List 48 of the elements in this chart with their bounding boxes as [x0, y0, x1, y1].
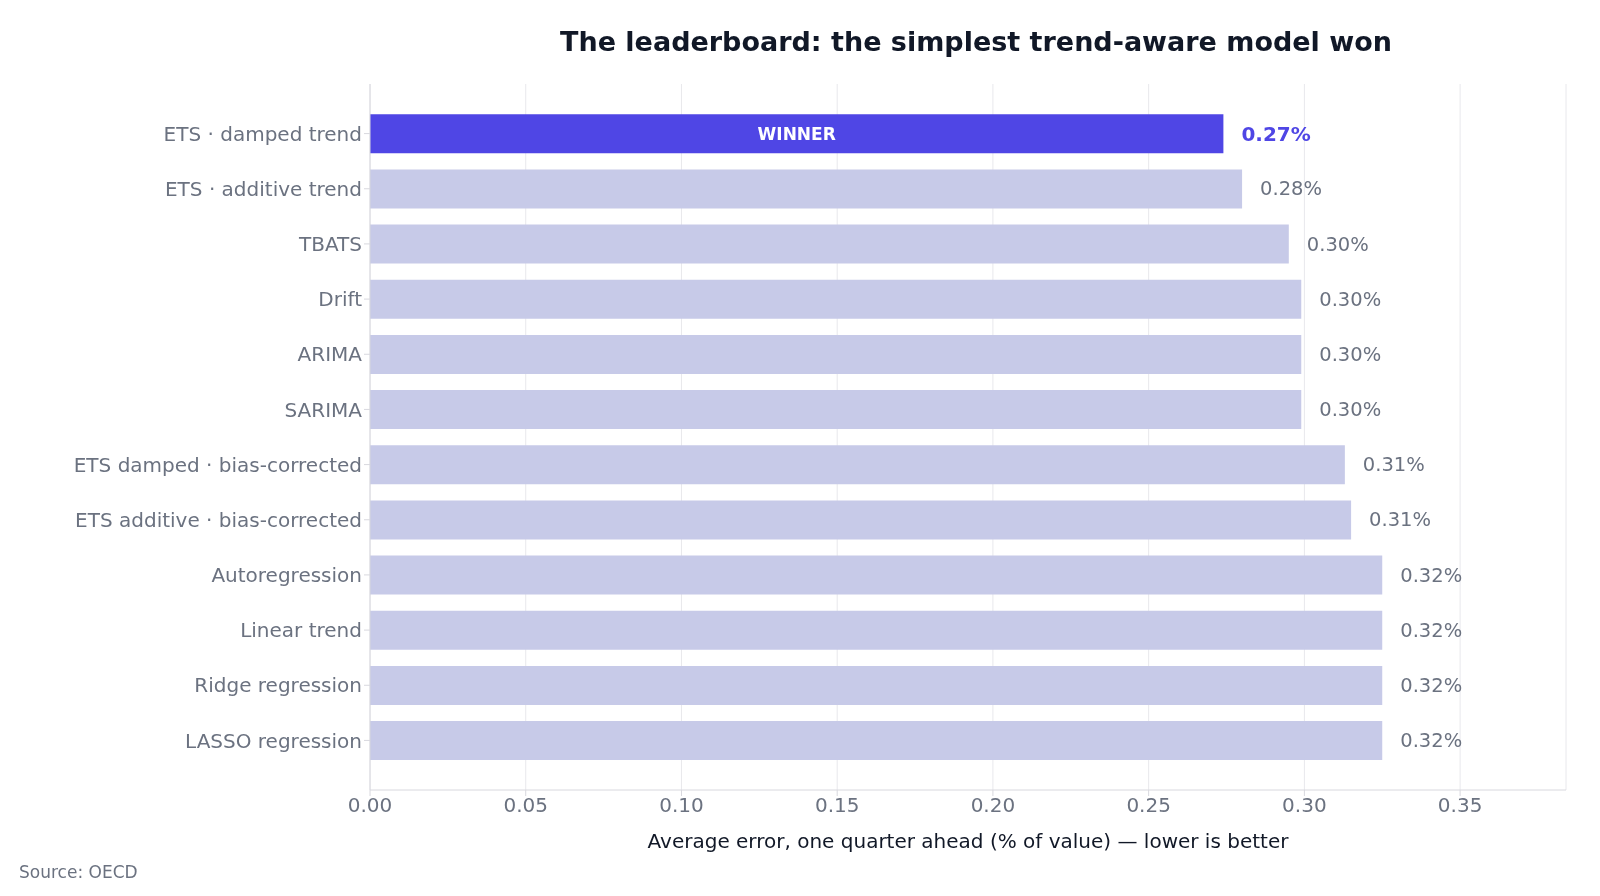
bar	[370, 390, 1302, 430]
x-tick-label: 0.10	[659, 793, 704, 818]
annotation: WINNER	[757, 123, 836, 144]
x-tick-label: 0.30	[1282, 793, 1327, 818]
data-label: 0.32%	[1400, 563, 1463, 587]
data-label: 0.32%	[1400, 618, 1463, 642]
y-tick-label: SARIMA	[284, 397, 363, 422]
y-tick-label: ARIMA	[297, 342, 363, 367]
data-label: 0.30%	[1319, 342, 1382, 366]
x-tick-label: 0.35	[1437, 793, 1483, 818]
bar	[370, 224, 1289, 264]
x-tick-label: 0.20	[970, 793, 1016, 818]
bar	[370, 169, 1243, 209]
x-axis-title: Average error, one quarter ahead (% of value) — lower is better	[647, 829, 1290, 853]
bar	[370, 610, 1383, 650]
data-label: 0.32%	[1400, 673, 1463, 697]
bar	[370, 721, 1383, 761]
data-label: 0.27%	[1241, 121, 1311, 146]
bar	[370, 555, 1383, 595]
bar	[370, 114, 1224, 154]
bar	[370, 500, 1352, 540]
data-label: 0.30%	[1306, 232, 1369, 256]
y-tick-label: ETS additive · bias-corrected	[75, 507, 362, 532]
x-tick-label: 0.00	[347, 793, 393, 818]
y-tick-label: ETS damped · bias-corrected	[73, 452, 362, 477]
chart-title: The leaderboard: the simplest trend-aware model won	[559, 26, 1393, 57]
data-label: 0.28%	[1260, 177, 1323, 201]
y-tick-label: Drift	[318, 287, 363, 312]
bar	[370, 665, 1383, 705]
y-tick-label: ETS · additive trend	[164, 176, 362, 201]
data-label: 0.31%	[1369, 508, 1432, 532]
bar	[370, 279, 1302, 319]
data-label: 0.30%	[1319, 398, 1382, 422]
y-tick-label: LASSO regression	[185, 728, 362, 753]
y-tick-label: ETS · damped trend	[163, 121, 362, 146]
data-label: 0.32%	[1400, 729, 1463, 753]
source-note: Source: OECD	[19, 862, 138, 882]
y-tick-label: TBATS	[298, 232, 362, 257]
bar	[370, 334, 1302, 374]
data-label: 0.31%	[1362, 453, 1425, 477]
x-tick-label: 0.15	[814, 793, 860, 818]
bar	[370, 445, 1345, 485]
data-label: 0.30%	[1319, 287, 1382, 311]
x-tick-label: 0.25	[1126, 793, 1171, 818]
y-tick-label: Ridge regression	[194, 673, 362, 698]
x-tick-label: 0.05	[503, 793, 548, 818]
y-tick-label: Autoregression	[211, 563, 362, 588]
y-tick-label: Linear trend	[240, 618, 362, 643]
